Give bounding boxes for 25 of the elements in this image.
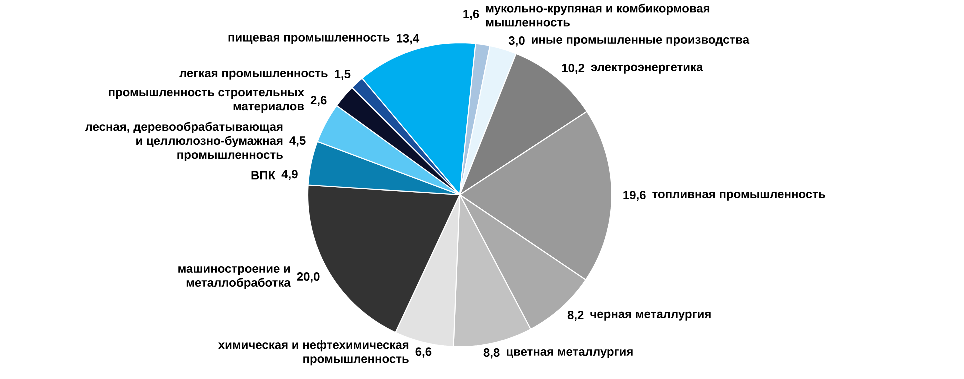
data-label: 4,9	[282, 170, 298, 180]
slice-label: лесная, деревообрабатывающая и целлюлозно-бумажная промышленность	[85, 122, 283, 162]
slice-label: топливная промышленность	[652, 192, 826, 201]
slice-label: химическая и нефтехимическая промышленность	[218, 340, 409, 366]
slice-label: пищевая промышленность	[228, 35, 390, 44]
slice-label: иные промышленные производства	[532, 37, 750, 46]
data-label: 4,5	[290, 136, 306, 147]
slice-label: ВПК	[252, 171, 276, 180]
data-label: 10,2	[562, 64, 585, 74]
slice-label: цветная металлургия	[506, 349, 633, 358]
data-label: 20,0	[297, 272, 320, 283]
slice-label: черная металлургия	[590, 312, 711, 321]
data-label: 3,0	[508, 36, 525, 47]
data-label: 13,4	[397, 34, 420, 45]
data-label: 6,6	[416, 348, 432, 358]
data-label: 1,6	[464, 10, 480, 20]
slice-label: машиностроение и металлобработка	[178, 266, 291, 290]
data-label: 1,5	[335, 70, 351, 80]
data-label: 19,6	[624, 191, 646, 202]
slice-label: электроэнергетика	[591, 64, 704, 74]
slice-label: легкая промышленность	[180, 70, 328, 80]
slice-label: промышленность строительных материалов	[109, 90, 304, 114]
data-label: 8,2	[568, 310, 584, 322]
data-label: 8,8	[484, 348, 500, 359]
data-label: 2,6	[310, 96, 327, 106]
